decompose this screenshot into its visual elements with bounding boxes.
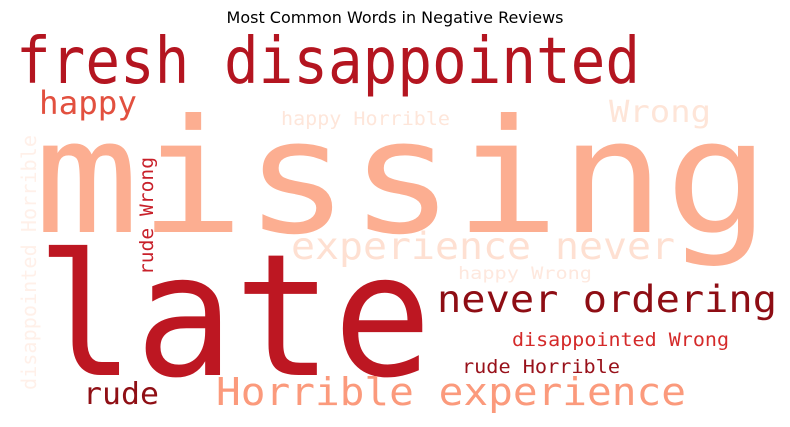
word-disappointed-wrong: disappointed Wrong bbox=[512, 329, 729, 351]
word-wrong: Wrong bbox=[609, 95, 711, 130]
word-horrible-experience: Horrible experience bbox=[216, 370, 686, 414]
word-experience-never: experience never bbox=[291, 225, 675, 268]
word-happy: happy bbox=[39, 84, 137, 122]
chart-title: Most Common Words in Negative Reviews bbox=[226, 8, 564, 27]
word-disappointed-horrible: disappointed Horrible bbox=[17, 135, 41, 390]
word-missing: missing bbox=[34, 86, 770, 270]
word-never-ordering: never ordering bbox=[437, 278, 777, 321]
word-late: late bbox=[36, 218, 432, 416]
word-rude: rude bbox=[83, 377, 159, 412]
word-fresh-disappointed: fresh disappointed bbox=[16, 25, 640, 99]
word-happy-wrong: happy Wrong bbox=[458, 264, 592, 284]
word-rude-horrible: rude Horrible bbox=[462, 356, 620, 378]
word-happy-horrible: happy Horrible bbox=[281, 108, 450, 130]
word-rude-wrong: rude Wrong bbox=[136, 157, 158, 275]
